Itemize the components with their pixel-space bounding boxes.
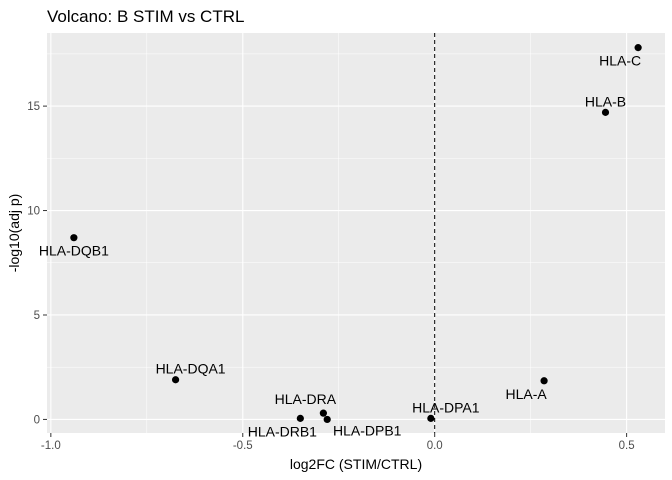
point-label: HLA-DRA [275,391,337,407]
x-axis-title: log2FC (STIM/CTRL) [290,456,422,472]
point-label: HLA-A [505,386,547,402]
data-point [601,108,610,116]
y-tick-label: 5 [34,310,40,322]
data-point [319,409,327,417]
data-point [634,44,642,52]
point-label: HLA-DRB1 [248,423,317,439]
y-tick-label: 0 [34,414,40,426]
data-point [540,377,548,385]
data-points: HLA-C HLA-B HLA-DQB1 HLA-DQA1 HLA-A HLA-DRA HL… [39,44,642,439]
y-axis-title: -log10(adj p) [6,194,22,273]
chart-title: Volcano: B STIM vs CTRL [47,7,244,26]
data-point [323,415,331,424]
axis-ticks: -1.0 -0.5 0.0 0.5 0 5 10 15 [27,101,634,452]
data-point [296,414,304,422]
y-tick-label: 10 [27,206,40,218]
x-tick-label: -1.0 [41,440,61,452]
point-label: HLA-DQB1 [39,243,109,259]
y-tick-label: 15 [27,101,40,113]
data-point [171,376,180,384]
point-label: HLA-DPA1 [412,399,480,415]
point-label: HLA-DPB1 [333,422,402,438]
data-point [70,234,78,242]
point-label: HLA-B [585,93,626,109]
x-tick-label: 0.5 [619,440,635,452]
plot-panel [47,33,665,433]
x-tick-label: -0.5 [233,440,253,452]
grid-lines [47,33,665,433]
x-tick-label: 0.0 [427,440,443,452]
point-label: HLA-C [599,53,641,69]
point-label: HLA-DQA1 [156,361,226,377]
data-point [427,414,435,422]
